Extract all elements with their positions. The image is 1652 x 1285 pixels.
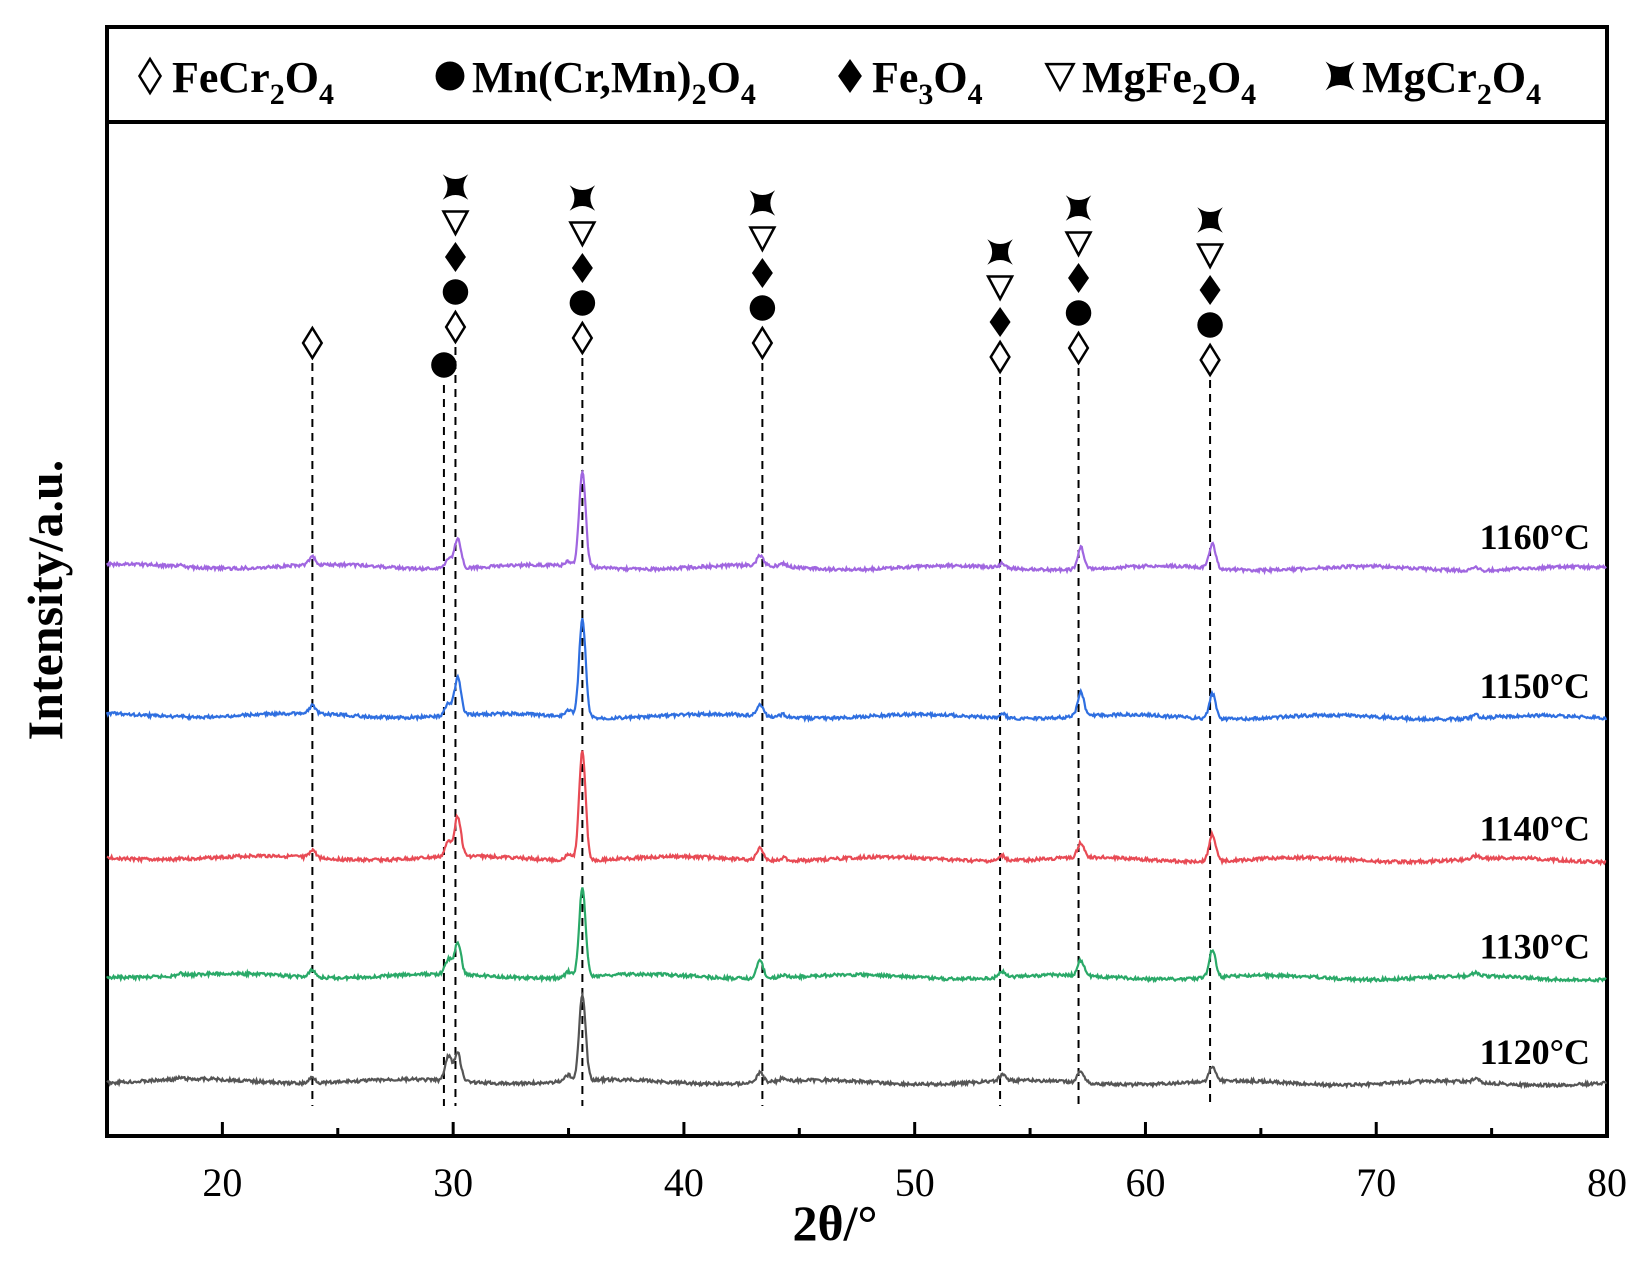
series-label: 1150°C (1480, 666, 1590, 706)
open-triangle-peak-marker (1195, 243, 1225, 270)
legend: FeCr2O4 Mn(Cr,Mn)2O4 Fe3O4 MgFe2O4 MgCr2O4 (105, 25, 1609, 124)
open-triangle-peak-marker (568, 221, 597, 248)
x-tick-label: 40 (664, 1160, 704, 1205)
plot-frame (105, 120, 1609, 1138)
series-label: 1160°C (1480, 517, 1590, 557)
filled-circle-peak-marker (442, 279, 469, 305)
open-triangle-peak-marker (441, 210, 470, 237)
x-tick-label: 20 (202, 1160, 242, 1205)
open-diamond-peak-marker (1067, 330, 1090, 366)
filled-diamond-peak-marker (1068, 263, 1090, 293)
x-tick-label: 30 (433, 1160, 473, 1205)
series-label: 1140°C (1480, 809, 1590, 849)
bowtie-peak-marker (987, 239, 1013, 265)
x-tick-label: 70 (1356, 1160, 1396, 1205)
bowtie-peak-marker (1065, 195, 1092, 221)
legend-label: Fe3O4 (872, 53, 983, 111)
filled-circle-peak-marker (749, 295, 776, 321)
open-diamond-legend-icon (137, 56, 163, 96)
open-diamond-peak-marker (989, 339, 1011, 375)
series-label: 1120°C (1480, 1032, 1590, 1072)
open-triangle-legend-icon (1044, 62, 1076, 93)
legend-label: FeCr2O4 (172, 53, 334, 111)
bowtie-peak-marker (442, 174, 469, 200)
filled-diamond-peak-marker (751, 258, 773, 288)
x-tick-label: 80 (1587, 1160, 1627, 1205)
filled-diamond-peak-marker (444, 242, 466, 272)
filled-circle-peak-marker (1197, 312, 1223, 338)
series-line-1150 (105, 617, 1608, 724)
open-triangle-peak-marker (748, 226, 777, 253)
series-lines (105, 469, 1608, 1090)
peak-markers (301, 174, 1225, 378)
x-tick-label: 60 (1125, 1160, 1165, 1205)
filled-circle-legend-icon (435, 61, 465, 91)
bowtie-peak-marker (749, 190, 776, 216)
legend-label: Mn(Cr,Mn)2O4 (472, 53, 756, 111)
filled-diamond-legend-icon (838, 59, 862, 93)
legend-label: MgCr2O4 (1362, 53, 1541, 111)
legend-items: FeCr2O4 Mn(Cr,Mn)2O4 Fe3O4 MgFe2O4 MgCr2O4 (137, 53, 1541, 111)
open-triangle-peak-marker (1064, 231, 1093, 258)
series-line-1160 (106, 469, 1607, 576)
open-diamond-peak-marker (301, 325, 324, 361)
x-axis-ticks: 20 30 40 50 60 70 80 (105, 1122, 1627, 1205)
filled-diamond-peak-marker (571, 253, 593, 283)
filled-circle-peak-marker (1065, 300, 1092, 326)
legend-label: MgFe2O4 (1082, 53, 1256, 111)
open-diamond-peak-marker (444, 309, 467, 345)
series-line-1130 (106, 887, 1607, 984)
bowtie-peak-marker (569, 185, 596, 211)
series-line-1120 (106, 991, 1608, 1090)
filled-diamond-peak-marker (1199, 275, 1221, 305)
bowtie-peak-marker (1197, 207, 1223, 233)
x-tick-label: 50 (895, 1160, 935, 1205)
series-label: 1130°C (1480, 926, 1590, 966)
series-labels: 1160°C 1150°C 1140°C 1130°C 1120°C (1480, 517, 1590, 1072)
open-diamond-peak-marker (571, 320, 594, 356)
filled-diamond-peak-marker (989, 307, 1011, 337)
y-axis-title: Intensity/a.u. (17, 460, 73, 741)
x-axis-title: 2θ/° (793, 1195, 878, 1251)
open-triangle-peak-marker (985, 275, 1015, 302)
series-line-1140 (106, 750, 1607, 867)
bowtie-legend-icon (1325, 61, 1355, 91)
filled-circle-peak-marker (569, 290, 596, 316)
peak-guide-lines (311, 347, 1212, 1106)
filled-circle-peak-marker (431, 352, 457, 378)
open-diamond-peak-marker (1199, 342, 1221, 378)
open-diamond-peak-marker (751, 325, 774, 361)
